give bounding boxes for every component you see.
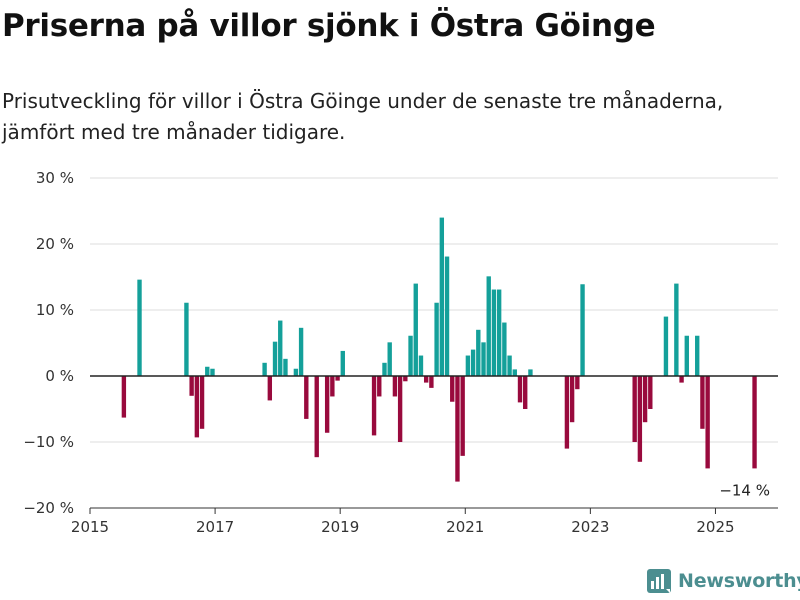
bar xyxy=(423,376,429,383)
bar xyxy=(371,376,377,436)
bar xyxy=(580,284,585,376)
chart-title: Priserna på villor sjönk i Östra Göinge xyxy=(2,8,656,44)
bar xyxy=(528,369,533,376)
bar xyxy=(684,335,689,376)
bar xyxy=(569,376,575,423)
bar xyxy=(434,302,439,376)
bar xyxy=(413,283,418,376)
bar xyxy=(330,376,335,397)
x-tick-label: 2021 xyxy=(446,518,484,536)
bar xyxy=(507,355,512,376)
bar xyxy=(470,349,476,376)
bar xyxy=(314,376,319,458)
bar xyxy=(465,355,471,376)
latest-value-label: −14 % xyxy=(719,481,770,499)
y-tick-label: 20 % xyxy=(36,235,74,253)
x-tick-label: 2019 xyxy=(321,518,359,536)
bar xyxy=(486,276,491,376)
bar xyxy=(679,376,684,383)
bar xyxy=(481,342,486,376)
x-tick-label: 2023 xyxy=(571,518,609,536)
bar xyxy=(705,376,710,469)
bar xyxy=(460,376,465,456)
bar xyxy=(272,341,278,376)
bar xyxy=(491,289,497,376)
bar xyxy=(455,376,460,482)
bar xyxy=(674,283,679,376)
bar xyxy=(293,368,299,376)
y-tick-label: 10 % xyxy=(36,301,74,319)
y-tick-label: 30 % xyxy=(36,169,74,187)
bar xyxy=(418,355,424,376)
y-tick-label: 0 % xyxy=(45,367,74,385)
y-tick-label: −20 % xyxy=(23,499,74,517)
bar xyxy=(523,376,528,409)
bar xyxy=(298,327,304,376)
bar xyxy=(663,316,669,376)
bar xyxy=(340,350,345,376)
bar xyxy=(403,376,408,382)
bar xyxy=(496,289,502,376)
bar xyxy=(408,335,413,376)
bar xyxy=(429,376,434,388)
bar xyxy=(695,335,700,376)
bar xyxy=(205,366,210,376)
bar xyxy=(752,376,757,469)
bar xyxy=(189,376,194,396)
chart-subtitle: Prisutveckling för villor i Östra Göinge… xyxy=(2,89,724,144)
bar xyxy=(444,256,450,376)
bar xyxy=(564,376,570,449)
bar xyxy=(283,358,288,376)
bar xyxy=(476,329,481,376)
bar xyxy=(199,376,205,429)
newsworthy-logo-icon xyxy=(647,569,671,593)
bar xyxy=(262,362,267,376)
bar xyxy=(267,376,273,401)
bar xyxy=(278,320,283,376)
bar xyxy=(324,376,330,433)
bar xyxy=(137,279,142,376)
brand-name: Newsworthy xyxy=(678,570,800,592)
bar xyxy=(632,376,637,442)
bar xyxy=(335,376,340,381)
bar xyxy=(637,376,643,462)
bar xyxy=(648,376,653,409)
bar xyxy=(700,376,705,429)
bar xyxy=(184,302,189,376)
bar xyxy=(439,217,445,376)
bar xyxy=(210,368,215,376)
bar xyxy=(387,342,392,376)
bar xyxy=(642,376,648,423)
bar xyxy=(377,376,382,397)
y-tick-label: −10 % xyxy=(23,433,74,451)
bar xyxy=(194,376,200,438)
bar xyxy=(304,376,309,419)
bar xyxy=(502,322,507,376)
bar xyxy=(517,376,523,403)
x-tick-label: 2025 xyxy=(696,518,734,536)
x-tick-label: 2017 xyxy=(196,518,234,536)
brand-logo: Newsworthy xyxy=(646,568,800,594)
bar xyxy=(392,376,398,397)
bar xyxy=(397,376,403,442)
bar xyxy=(575,376,580,390)
bar xyxy=(450,376,455,402)
x-tick-label: 2015 xyxy=(71,518,109,536)
bar xyxy=(382,362,387,376)
bar xyxy=(512,369,517,376)
bar xyxy=(121,376,127,418)
